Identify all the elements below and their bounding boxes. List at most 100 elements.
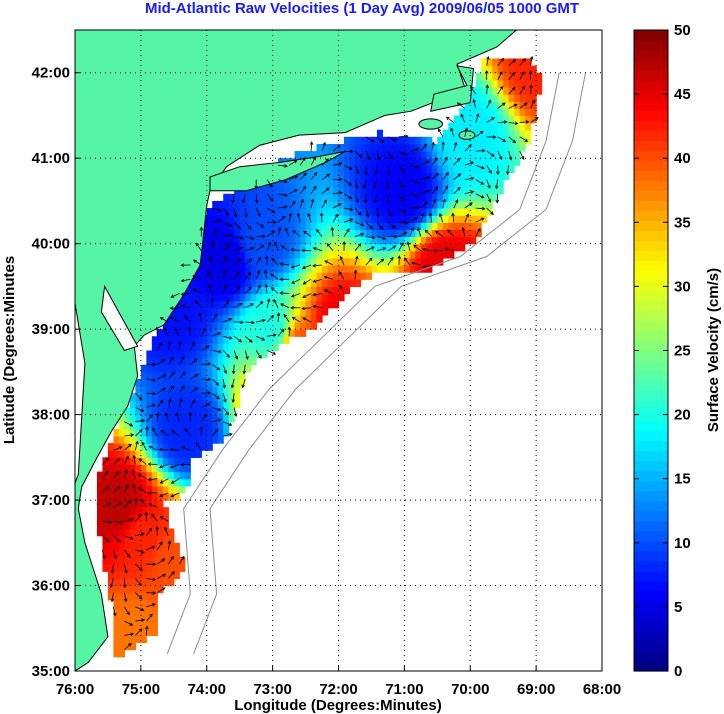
- velocity-cell: [250, 200, 257, 209]
- velocity-cell: [475, 208, 482, 216]
- velocity-cell: [305, 186, 312, 195]
- velocity-cell: [146, 457, 153, 466]
- velocity-cell: [124, 564, 131, 572]
- velocity-cell: [135, 471, 142, 480]
- velocity-arrow: [475, 228, 481, 237]
- velocity-cell: [151, 357, 158, 366]
- velocity-cell: [322, 208, 329, 216]
- arrow-head: [480, 217, 485, 222]
- velocity-arrow: [497, 71, 503, 81]
- arrow-head: [307, 212, 311, 217]
- velocity-cell: [283, 208, 290, 216]
- velocity-arrow: [324, 260, 334, 266]
- velocity-arrow: [321, 173, 330, 180]
- velocity-arrow: [277, 329, 285, 337]
- velocity-cell: [327, 193, 334, 202]
- velocity-arrow: [288, 189, 298, 195]
- velocity-cell: [179, 350, 186, 359]
- velocity-cell: [162, 571, 169, 580]
- velocity-cell: [514, 79, 521, 88]
- velocity-cell: [256, 208, 263, 216]
- colorbar-step: [634, 140, 668, 151]
- velocity-cell: [96, 514, 104, 523]
- velocity-cell: [140, 549, 147, 558]
- colorbar-label: Surface Velocity (cm/s): [705, 268, 722, 432]
- velocity-cell: [157, 564, 164, 572]
- velocity-arrow: [124, 421, 133, 427]
- velocity-cell: [118, 528, 126, 537]
- velocity-cell: [250, 307, 257, 316]
- arrow-head: [390, 256, 394, 261]
- velocity-cell: [162, 443, 169, 451]
- arrow-head: [225, 411, 229, 416]
- arrow-head: [323, 199, 327, 204]
- velocity-cell: [223, 222, 230, 231]
- arrow-head: [110, 598, 115, 603]
- velocity-cell: [124, 535, 131, 544]
- velocity-arrow: [102, 457, 110, 465]
- velocity-cell: [179, 557, 186, 565]
- velocity-cell: [420, 186, 427, 195]
- velocity-cell: [162, 564, 169, 572]
- velocity-cell: [135, 443, 142, 451]
- velocity-arrow: [343, 228, 350, 237]
- arrow-head: [128, 643, 132, 647]
- velocity-cell: [179, 364, 186, 373]
- velocity-cell: [453, 129, 460, 138]
- arrow-head: [218, 349, 222, 354]
- arrow-head: [403, 210, 407, 215]
- velocity-cell: [206, 279, 213, 287]
- velocity-cell: [140, 585, 147, 594]
- velocity-cell: [124, 592, 131, 601]
- velocity-cell: [492, 115, 499, 124]
- velocity-cell: [113, 571, 120, 580]
- arrow-head: [215, 229, 219, 233]
- velocity-arrow: [244, 335, 253, 343]
- velocity-arrow: [160, 516, 169, 522]
- velocity-cell: [278, 215, 285, 223]
- velocity-cell: [173, 571, 180, 580]
- arrow-head: [403, 257, 408, 261]
- velocity-cell: [278, 322, 285, 330]
- velocity-cell: [212, 265, 219, 273]
- velocity-cell: [107, 464, 115, 473]
- velocity-cell: [107, 443, 115, 451]
- velocity-arrow: [387, 165, 390, 175]
- velocity-cell: [212, 357, 219, 366]
- velocity-cell: [129, 535, 136, 544]
- velocity-arrow: [387, 207, 392, 217]
- velocity-arrow: [497, 86, 504, 95]
- velocity-cell: [102, 478, 109, 487]
- arrow-head: [270, 314, 275, 319]
- velocity-cell: [322, 186, 329, 195]
- velocity-cell: [459, 158, 466, 166]
- velocity-cell: [327, 300, 334, 309]
- arrow-head: [465, 213, 469, 218]
- velocity-arrow: [332, 192, 342, 195]
- velocity-cell: [420, 193, 427, 202]
- velocity-arrow: [343, 179, 352, 186]
- velocity-arrow: [530, 117, 539, 123]
- velocity-cell: [217, 229, 224, 238]
- velocity-cell: [179, 485, 186, 494]
- velocity-cell: [140, 514, 147, 523]
- arrow-head: [301, 248, 305, 253]
- arrow-head: [503, 120, 508, 124]
- velocity-cell: [415, 172, 422, 181]
- velocity-cell: [272, 265, 279, 273]
- velocity-cell: [228, 193, 235, 202]
- velocity-cell: [365, 265, 373, 273]
- arrow-head: [491, 153, 495, 157]
- arrow-head: [238, 302, 243, 307]
- velocity-cell: [135, 585, 142, 594]
- arrow-head: [118, 446, 123, 450]
- velocity-cell: [162, 492, 169, 501]
- velocity-cell: [349, 193, 356, 202]
- velocity-cell: [338, 293, 345, 302]
- velocity-cell: [437, 200, 444, 209]
- arrow-head: [147, 491, 152, 495]
- velocity-arrow: [201, 363, 211, 366]
- velocity-arrow: [211, 229, 219, 237]
- velocity-cell: [354, 250, 362, 259]
- arrow-head: [501, 102, 506, 106]
